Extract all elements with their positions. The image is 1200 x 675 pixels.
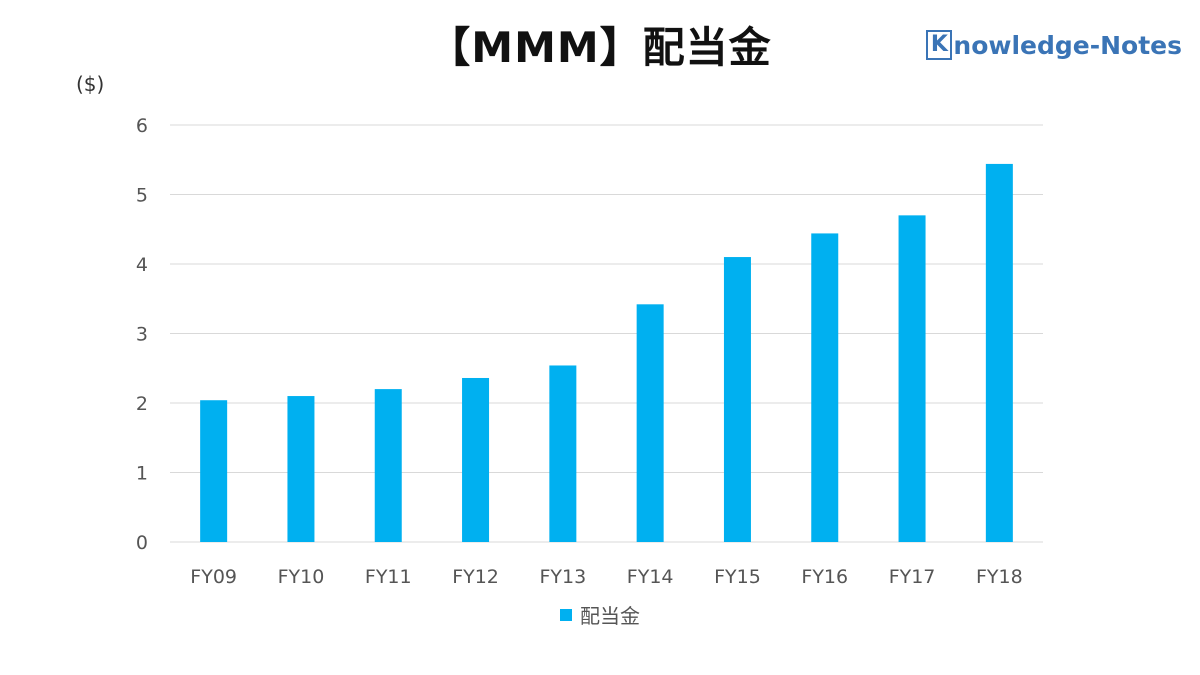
x-tick-label: FY13 <box>539 566 586 588</box>
bar-fy10 <box>287 396 315 542</box>
y-tick-label: 2 <box>136 393 148 415</box>
logo-k-icon: K <box>926 30 953 60</box>
x-tick-label: FY12 <box>452 566 499 588</box>
legend-label: 配当金 <box>580 604 640 628</box>
y-tick-label: 1 <box>136 463 148 485</box>
bar-fy11 <box>374 389 402 542</box>
bar-fy14 <box>636 304 664 542</box>
chart-title: 【MMM】配当金 <box>428 23 772 72</box>
bar-fy15 <box>723 257 751 542</box>
x-tick-label: FY15 <box>714 566 761 588</box>
legend: 配当金 <box>0 600 1200 629</box>
bar-fy13 <box>549 365 577 542</box>
y-tick-label: 6 <box>136 115 148 137</box>
bar-fy12 <box>462 377 490 542</box>
y-tick-label: 5 <box>136 185 148 207</box>
bar-fy17 <box>898 215 926 542</box>
x-tick-labels: FY09 FY10 FY11 FY12 FY13 FY14 FY15 FY16 FY17 FY18 <box>190 566 1022 588</box>
x-tick-label: FY11 <box>365 566 412 588</box>
y-tick-label: 3 <box>136 324 148 346</box>
x-tick-label: FY16 <box>801 566 848 588</box>
bar-fy18 <box>985 163 1013 543</box>
x-tick-label: FY14 <box>627 566 674 588</box>
legend-swatch <box>560 608 572 621</box>
x-tick-label: FY10 <box>278 566 325 588</box>
bars <box>200 163 1013 543</box>
x-tick-label: FY17 <box>889 566 936 588</box>
bar-fy09 <box>200 400 228 542</box>
grid-lines <box>170 124 1043 543</box>
bar-fy16 <box>811 233 839 543</box>
y-tick-labels: 0 1 2 3 4 5 6 <box>136 115 148 554</box>
logo-text: nowledge-Notes <box>953 30 1182 60</box>
y-axis-unit-label: ($) <box>76 72 105 96</box>
x-tick-label: FY09 <box>190 566 237 588</box>
x-tick-label: FY18 <box>976 566 1023 588</box>
y-tick-label: 4 <box>136 254 148 276</box>
y-tick-label: 0 <box>136 532 148 554</box>
